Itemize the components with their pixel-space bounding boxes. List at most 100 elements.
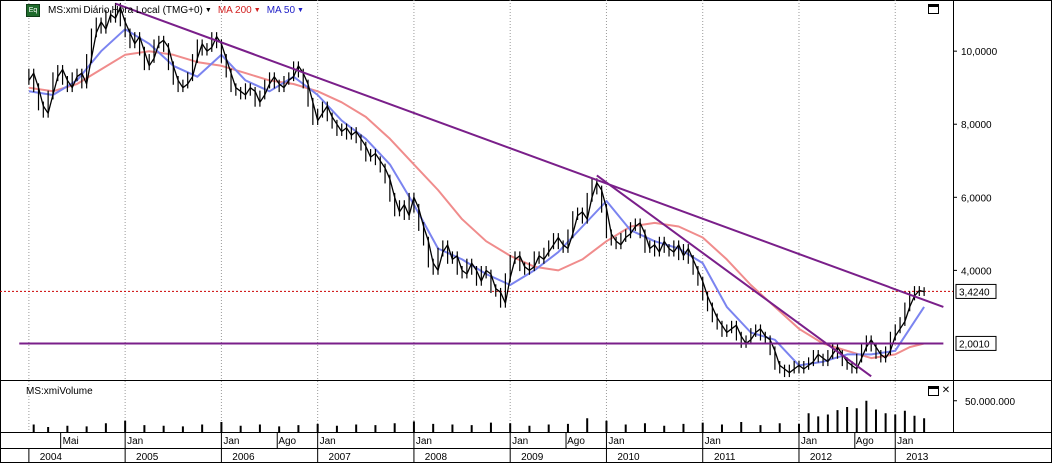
- x-year-label: 2011: [714, 452, 736, 463]
- volume-bar: [826, 414, 829, 432]
- volume-bar: [528, 425, 531, 432]
- volume-bar: [807, 413, 810, 432]
- volume-bar: [566, 423, 569, 432]
- volume-bar: [701, 422, 704, 432]
- volume-bar: [47, 427, 50, 432]
- volume-bar: [412, 421, 415, 432]
- maximize-icon[interactable]: [928, 386, 939, 396]
- ma200-label: MA 200: [217, 4, 252, 16]
- volume-bar: [605, 420, 608, 432]
- x-year-label: 2008: [425, 452, 448, 463]
- volume-bar: [470, 425, 473, 432]
- volume-bar: [258, 424, 261, 432]
- x-month-label: Jan: [801, 436, 817, 447]
- volume-bar: [643, 423, 646, 432]
- y-tick-label: 8,0000: [961, 120, 992, 131]
- y-tick-label: 4,0000: [961, 266, 992, 277]
- trendline: [115, 2, 944, 308]
- volume-bar: [297, 425, 300, 432]
- volume-bar: [586, 418, 589, 432]
- chevron-down-icon: ▼: [204, 6, 212, 14]
- volume-bar: [759, 425, 762, 432]
- volume-bar: [547, 424, 550, 432]
- volume-bar: [355, 424, 358, 432]
- volume-bar: [278, 426, 281, 432]
- volume-bar: [740, 422, 743, 432]
- volume-bar: [923, 418, 926, 432]
- x-month-label: Jan: [608, 436, 624, 447]
- volume-bar: [817, 416, 820, 432]
- x-year-label: 2006: [232, 452, 255, 463]
- volume-bar: [143, 425, 146, 432]
- x-year-label: 2009: [521, 452, 544, 463]
- support-level-label: 2,0010: [959, 339, 990, 350]
- x-year-label: 2013: [906, 452, 929, 463]
- x-month-label: Jan: [416, 436, 432, 447]
- price-line: [28, 6, 925, 374]
- y-tick-label: 10,0000: [961, 47, 998, 58]
- volume-bar: [720, 424, 723, 432]
- chevron-down-icon: ▼: [297, 6, 304, 14]
- volume-bar: [509, 423, 512, 432]
- x-year-label: 2005: [136, 452, 159, 463]
- chart-legend: Eq MS:xmi Diário Hora Local (TMG+0) ▼ MA…: [26, 3, 304, 17]
- maximize-icon[interactable]: [928, 4, 939, 14]
- last-price-label: 3,4240: [959, 287, 990, 298]
- volume-bar: [316, 423, 319, 432]
- ma50-selector[interactable]: MA 50 ▼: [267, 5, 304, 16]
- close-icon[interactable]: ✕: [941, 385, 951, 396]
- volume-bar: [624, 424, 627, 432]
- volume-bar: [903, 410, 906, 432]
- volume-bar: [797, 423, 800, 432]
- volume-bar: [335, 425, 338, 432]
- ma200-line: [28, 50, 925, 360]
- x-month-label: Jan: [223, 436, 239, 447]
- ma200-selector[interactable]: MA 200 ▼: [218, 5, 261, 16]
- ma50-line: [28, 28, 925, 367]
- x-year-label: 2012: [810, 452, 833, 463]
- x-month-label: Jan: [897, 436, 913, 447]
- x-month-label: Jan: [512, 436, 528, 447]
- volume-bar: [85, 426, 88, 432]
- y-tick-label: 6,0000: [961, 193, 992, 204]
- volume-bar: [239, 425, 242, 432]
- volume-bar: [865, 400, 868, 432]
- volume-bar: [778, 423, 781, 432]
- volume-bar: [124, 420, 127, 432]
- volume-tick-label: 50.000.000: [965, 397, 1015, 408]
- x-month-label: Ago: [567, 436, 585, 447]
- x-month-label: Jan: [705, 436, 721, 447]
- interval-label: Diário: [83, 4, 110, 16]
- support-level-label-box: [955, 335, 997, 351]
- trendline: [596, 174, 872, 378]
- volume-bar: [393, 423, 396, 432]
- volume-bar: [663, 425, 666, 432]
- x-year-label: 2007: [329, 452, 352, 463]
- volume-bar: [894, 414, 897, 432]
- volume-bar: [432, 423, 435, 432]
- volume-bar: [846, 407, 849, 432]
- volume-bar: [181, 426, 184, 432]
- volume-bar: [32, 424, 35, 432]
- x-month-label: Mai: [63, 436, 79, 447]
- volume-bar: [855, 408, 858, 432]
- volume-bar: [201, 424, 204, 432]
- volume-bar: [162, 425, 165, 432]
- symbol-selector[interactable]: MS:xmi Diário Hora Local (TMG+0) ▼: [48, 5, 212, 16]
- last-price-label-box: [955, 283, 997, 299]
- x-month-label: Ago: [856, 436, 874, 447]
- volume-bar: [682, 423, 685, 432]
- equity-icon: Eq: [26, 3, 40, 17]
- x-month-label: Jan: [320, 436, 336, 447]
- volume-bar: [884, 413, 887, 432]
- x-year-label: 2010: [617, 452, 640, 463]
- volume-panel-label: MS:xmiVolume: [26, 386, 93, 397]
- volume-bar: [451, 424, 454, 432]
- x-year-label: 2004: [40, 452, 63, 463]
- volume-bar: [104, 423, 107, 432]
- volume-bar: [220, 422, 223, 432]
- volume-bar: [874, 409, 877, 432]
- volume-bar: [913, 415, 916, 432]
